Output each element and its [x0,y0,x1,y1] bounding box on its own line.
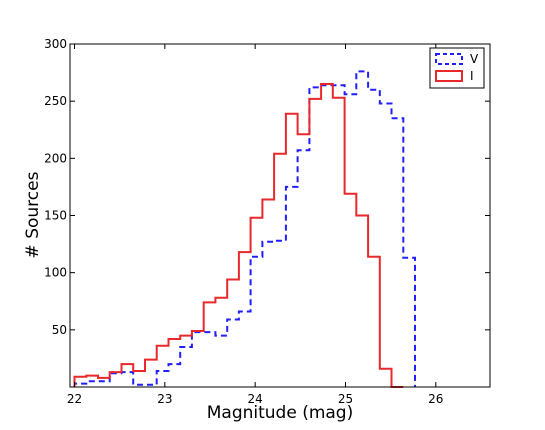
legend-label-I: I [470,69,474,83]
y-tick-label: 150 [44,209,67,223]
x-axis: 22 23 24 25 26 [67,44,443,406]
legend: VI [429,47,485,89]
y-axis-label: # Sources [23,171,43,258]
series-I-line [73,83,404,388]
legend-label-V: V [470,52,479,66]
y-tick-label: 300 [44,37,67,51]
plot-area [69,43,491,388]
y-tick-label: 50 [52,323,67,337]
y-axis: 50 100 150 200 250 300 [44,37,490,337]
x-tick-label: 25 [338,392,353,406]
x-tick-label: 24 [248,392,263,406]
y-tick-label: 200 [44,151,67,165]
x-tick-label: 26 [428,392,443,406]
legend-swatch-I [435,70,463,82]
x-tick-label: 23 [157,392,172,406]
series-V-line [73,70,416,387]
plot-frame [69,43,491,388]
legend-swatch-V [435,53,463,65]
y-tick-label: 100 [44,266,67,280]
y-tick-label: 250 [44,94,67,108]
x-tick-label: 22 [67,392,82,406]
x-axis-label: Magnitude (mag) [207,403,354,423]
